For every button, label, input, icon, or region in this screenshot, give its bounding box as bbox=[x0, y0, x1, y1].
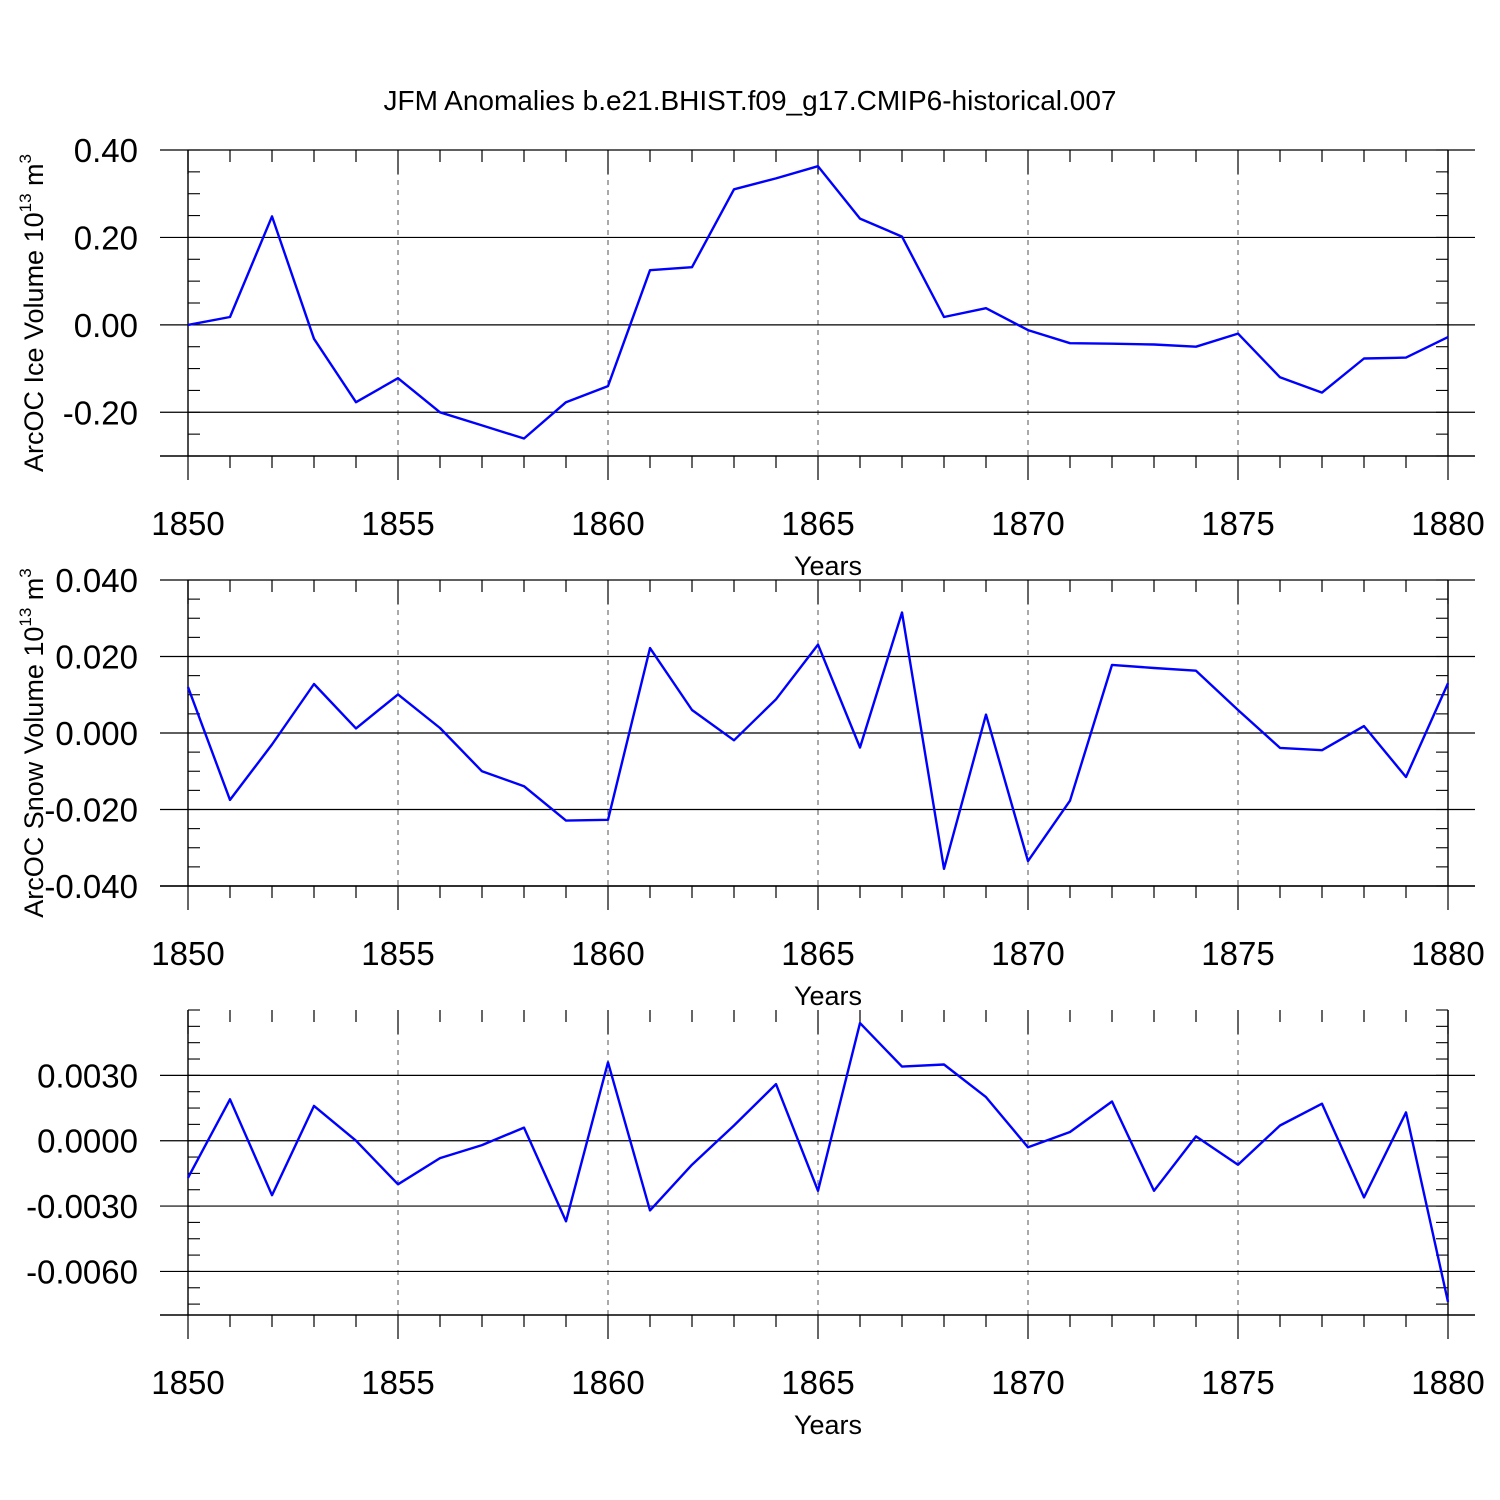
x-tick-label: 1865 bbox=[781, 1364, 854, 1401]
x-tick-label: 1880 bbox=[1411, 935, 1484, 972]
x-tick-label: 1860 bbox=[571, 1364, 644, 1401]
y-tick-label: 0.00 bbox=[74, 307, 138, 344]
panel-3: -0.0060 -0.0030 0.0000 0.0030 1850 1855 1860 18… bbox=[26, 1009, 1485, 1440]
panel-2: -0.040 -0.020 0.000 0.020 0.040 1850 1855 1860 1… bbox=[16, 562, 1485, 1011]
x-tick-label: 1855 bbox=[361, 505, 434, 542]
x-axis-label: Years bbox=[794, 551, 862, 581]
y-tick-label: 0.0000 bbox=[37, 1123, 138, 1160]
x-tick-label: 1865 bbox=[781, 505, 854, 542]
y-tick-label: -0.0030 bbox=[26, 1188, 138, 1225]
x-tick-label: 1875 bbox=[1201, 505, 1274, 542]
y-tick-label: 0.040 bbox=[55, 562, 138, 599]
y-tick-label: -0.020 bbox=[44, 792, 138, 829]
x-tick-label: 1860 bbox=[571, 935, 644, 972]
x-tick-label: 1855 bbox=[361, 935, 434, 972]
x-tick-label: 1850 bbox=[151, 1364, 224, 1401]
y-tick-label: 0.0030 bbox=[37, 1057, 138, 1094]
x-tick-label: 1875 bbox=[1201, 1364, 1274, 1401]
x-tick-label: 1870 bbox=[991, 935, 1064, 972]
x-tick-label: 1875 bbox=[1201, 935, 1274, 972]
panel-1: -0.20 0.00 0.20 0.40 1850 1855 1860 1865 1870 187… bbox=[16, 132, 1485, 581]
x-tick-label: 1870 bbox=[991, 1364, 1064, 1401]
y-tick-label: 0.000 bbox=[55, 715, 138, 752]
x-axis-label: Years bbox=[794, 1410, 862, 1440]
x-tick-label: 1865 bbox=[781, 935, 854, 972]
y-tick-label: 0.20 bbox=[74, 219, 138, 256]
y-axis-label: ArcOC Snow Volume 1013 m3 bbox=[16, 568, 49, 918]
x-tick-label: 1870 bbox=[991, 505, 1064, 542]
y-axis-label: ArcOC Ice Volume 1013 m3 bbox=[16, 154, 49, 472]
y-tick-label: -0.20 bbox=[63, 394, 138, 431]
y-tick-label: -0.0060 bbox=[26, 1253, 138, 1290]
x-tick-label: 1850 bbox=[151, 505, 224, 542]
x-axis-label: Years bbox=[794, 981, 862, 1011]
y-tick-label: 0.020 bbox=[55, 639, 138, 676]
y-tick-label: 0.40 bbox=[74, 132, 138, 169]
x-tick-label: 1880 bbox=[1411, 1364, 1484, 1401]
x-tick-label: 1855 bbox=[361, 1364, 434, 1401]
series-line bbox=[186, 1021, 1450, 1303]
y-tick-label: -0.040 bbox=[44, 868, 138, 905]
panels: -0.20 0.00 0.20 0.40 1850 1855 1860 1865 1870 187… bbox=[16, 132, 1485, 1440]
figure-title: JFM Anomalies b.e21.BHIST.f09_g17.CMIP6-… bbox=[383, 85, 1116, 116]
x-tick-label: 1850 bbox=[151, 935, 224, 972]
x-tick-label: 1880 bbox=[1411, 505, 1484, 542]
series-line bbox=[186, 611, 1450, 870]
x-tick-label: 1860 bbox=[571, 505, 644, 542]
